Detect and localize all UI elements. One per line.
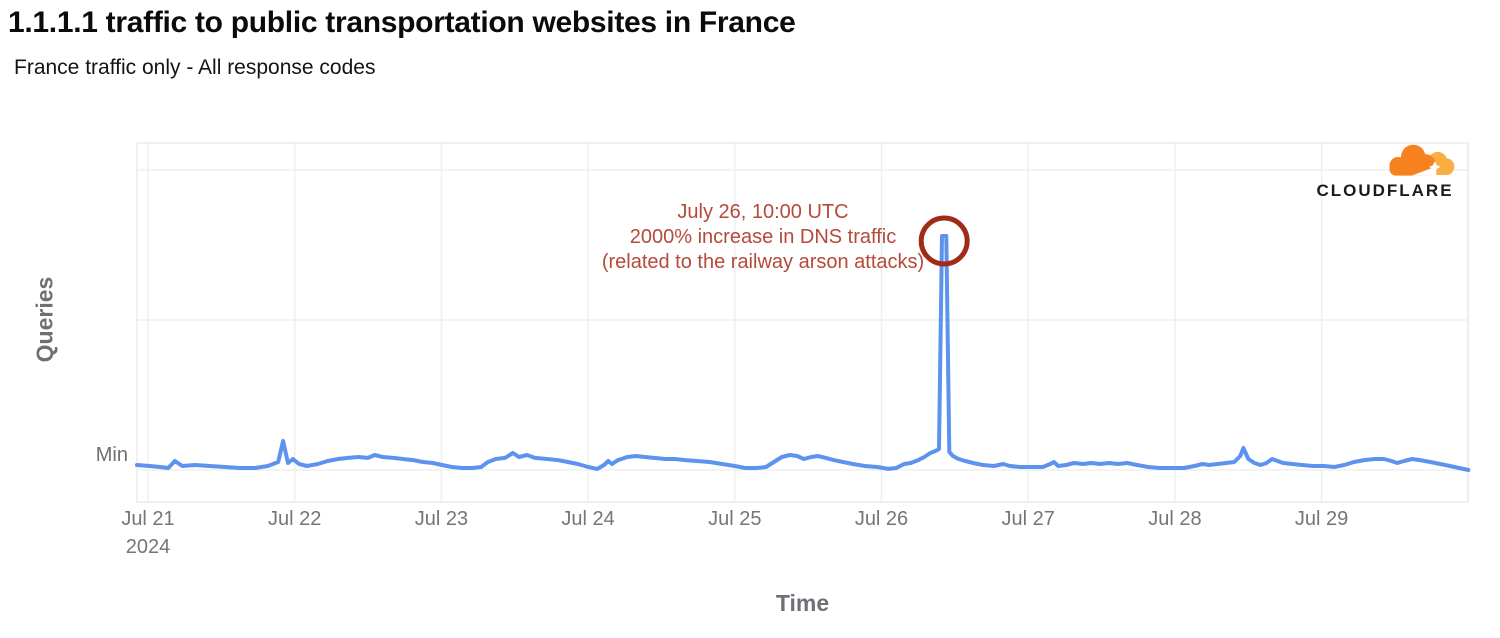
spike-annotation: July 26, 10:00 UTC 2000% increase in DNS… [548,200,978,275]
cloudflare-logo: CLOUDFLARE [1312,144,1458,201]
page-title: 1.1.1.1 traffic to public transportation… [8,6,796,39]
x-axis-title: Time [775,590,830,616]
spike-annotation-line-2: 2000% increase in DNS traffic [629,226,897,248]
x-tick-label: Jul 29 [1294,508,1349,530]
x-tick-year-label: 2024 [125,536,171,558]
cloudflare-cloud-icon [1389,144,1455,176]
cloud-front [1389,144,1436,176]
x-tick-label: Jul 26 [854,508,909,530]
cloud-slash [1411,166,1437,176]
spike-circle [918,215,970,267]
x-tick-label: Jul 28 [1148,508,1202,530]
x-tick-label: Jul 24 [561,508,615,530]
spike-annotation-line-3: (related to the railway arson attacks) [601,251,925,273]
spike-annotation-line-1: July 26, 10:00 UTC [677,201,849,223]
cloudflare-wordmark: CLOUDFLARE [1316,181,1454,200]
x-tick-label: Jul 23 [414,508,469,530]
x-tick-label: Jul 25 [708,508,762,530]
traffic-line [135,234,1471,472]
page-subtitle: France traffic only - All response codes [14,56,376,79]
x-tick-label: Jul 21 [121,508,175,530]
x-tick-label: Jul 27 [1001,508,1055,530]
x-tick-label: Jul 22 [268,508,322,530]
plot-border [136,142,1469,503]
y-axis-title: Queries [31,276,58,363]
y-tick-min: Min [95,444,128,466]
sparkle-icon [1429,161,1441,173]
